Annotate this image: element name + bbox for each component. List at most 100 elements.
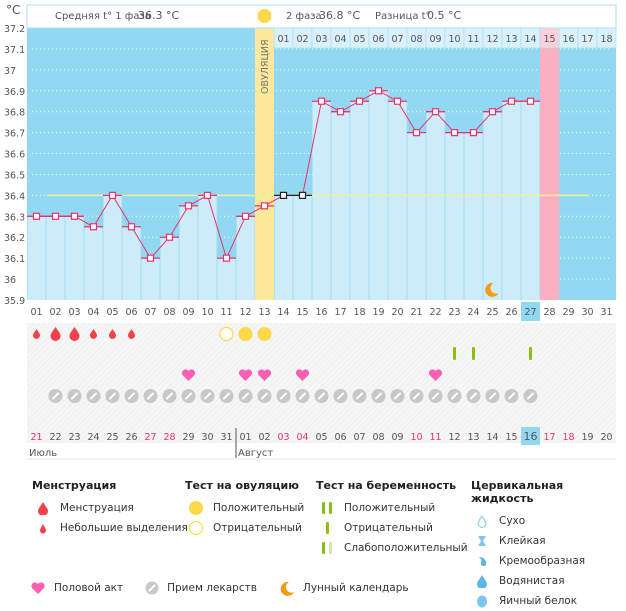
pregnancy-test-icon <box>472 347 475 360</box>
temp-point <box>336 108 345 116</box>
pill-icon <box>428 389 443 403</box>
cycle-day-label: 17 <box>334 307 346 318</box>
temp-point <box>355 97 364 105</box>
y-unit-label: °C <box>6 3 20 17</box>
temp-point <box>469 129 478 137</box>
temp-point <box>431 108 440 116</box>
small-drop-icon <box>32 522 54 534</box>
cycle-day-label: 20 <box>391 307 403 318</box>
cycle-day-label: 13 <box>258 307 270 318</box>
temp-bar <box>103 195 122 300</box>
pill-icon <box>466 389 481 403</box>
temp-point <box>203 191 212 199</box>
legend-title: Менструация <box>32 479 117 492</box>
month-label: Август <box>238 448 273 459</box>
ovulation-positive-icon <box>257 327 272 341</box>
month-label: Июль <box>29 448 57 459</box>
cycle-day-label: 22 <box>429 307 441 318</box>
today-date-highlight <box>521 427 540 445</box>
pill-icon <box>67 389 82 403</box>
luteal-day-label: 16 <box>562 34 574 45</box>
calendar-date-label: 21 <box>30 432 42 443</box>
creamy-icon <box>471 554 493 568</box>
phase1-value: 36.3 °C <box>138 9 179 22</box>
cycle-day-label: 05 <box>106 307 118 318</box>
egg-white-icon <box>471 594 493 608</box>
heart-icon <box>428 369 443 381</box>
temp-bar <box>179 205 198 300</box>
blood-drop-icon <box>32 501 54 515</box>
calendar-date-label: 20 <box>600 432 612 443</box>
small-drop-icon <box>109 329 116 339</box>
heart-icon <box>238 369 253 381</box>
legend-item: Клейкая <box>499 535 546 547</box>
heart-icon <box>295 369 310 381</box>
cycle-day-label: 03 <box>68 307 80 318</box>
temp-bar <box>388 101 407 300</box>
calendar-date-label: 22 <box>49 432 61 443</box>
temp-bar <box>502 101 521 300</box>
phase2-label: 2 фаза <box>286 11 322 22</box>
temp-point <box>374 87 383 95</box>
calendar-date-label: 29 <box>182 432 194 443</box>
temp-bar <box>141 258 160 300</box>
y-tick-label: 36.1 <box>4 254 25 265</box>
y-tick-label: 36.7 <box>4 129 25 140</box>
y-tick-label: 36 <box>4 275 16 286</box>
cycle-day-label: 16 <box>315 307 327 318</box>
pill-icon <box>485 389 500 403</box>
pill-icon <box>162 389 177 403</box>
calendar-date-label: 17 <box>543 432 555 443</box>
luteal-day-label: 10 <box>448 34 460 45</box>
temp-bar <box>122 226 141 300</box>
temp-bar <box>426 111 445 300</box>
temp-point <box>51 212 60 220</box>
pill-icon <box>333 389 348 403</box>
calendar-date-label: 24 <box>87 432 99 443</box>
legend-pregnancy-test: Тест на беременность Положительный Отриц… <box>316 479 468 558</box>
legend-cervical-fluid: Цервикальная жидкость Сухо Клейкая Кремо… <box>471 479 626 611</box>
calendar-date-label: 03 <box>277 432 289 443</box>
pill-icon <box>352 389 367 403</box>
cycle-day-label: 25 <box>486 307 498 318</box>
moon-icon <box>485 282 499 297</box>
diff-value: 0.5 °C <box>427 9 461 22</box>
luteal-day-label: 08 <box>410 34 422 45</box>
temp-point <box>146 254 155 262</box>
pill-icon <box>86 389 101 403</box>
luteal-day-label: 05 <box>353 34 365 45</box>
temp-point <box>32 212 41 220</box>
legend-item: Яичный белок <box>499 595 578 607</box>
cycle-day-label: 31 <box>600 307 612 318</box>
blood-drop-icon <box>69 327 80 342</box>
legend-item: Отрицательный <box>344 522 433 534</box>
y-tick-label: 37.2 <box>4 24 25 35</box>
today-highlight <box>521 302 540 321</box>
watery-icon <box>471 574 493 588</box>
luteal-day-label: 14 <box>524 34 536 45</box>
legend-item: Прием лекарств <box>167 582 257 594</box>
calendar-date-label: 27 <box>144 432 156 443</box>
y-tick-label: 36.4 <box>4 191 25 202</box>
cycle-day-label: 28 <box>543 307 555 318</box>
pill-icon <box>145 581 159 595</box>
cycle-day-label: 08 <box>163 307 175 318</box>
temp-bar <box>236 216 255 300</box>
temp-bar <box>350 101 369 300</box>
legend-item: Водянистая <box>499 575 565 587</box>
pill-icon <box>314 389 329 403</box>
pill-icon <box>276 389 291 403</box>
legend-item: Лунный календарь <box>302 582 409 594</box>
small-drop-icon <box>33 329 40 339</box>
cycle-day-label: 21 <box>410 307 422 318</box>
pill-icon <box>257 389 272 403</box>
temp-point <box>108 191 117 199</box>
pill-icon <box>238 389 253 403</box>
y-tick-label: 37 <box>4 66 16 77</box>
temp-bar <box>464 132 483 300</box>
legend-item: Положительный <box>213 502 305 514</box>
y-tick-label: 36.8 <box>4 108 25 119</box>
y-tick-label: 36.5 <box>4 170 25 181</box>
cycle-day-label: 27 <box>524 307 536 318</box>
ovulation-positive-icon <box>185 500 207 516</box>
